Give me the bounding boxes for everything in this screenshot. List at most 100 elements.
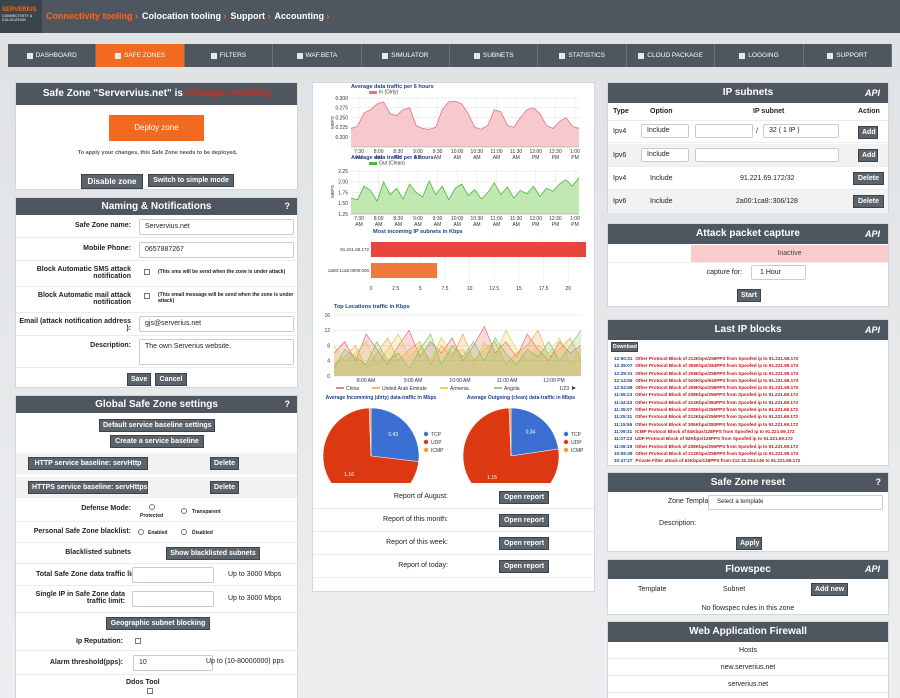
- baseline-button[interactable]: HTTPS service baseline: servHttps: [28, 481, 148, 494]
- add-button[interactable]: Add: [858, 149, 878, 162]
- panel-header: IP subnets API: [608, 83, 888, 103]
- checkbox[interactable]: [144, 269, 150, 275]
- panel-header: Safe Zone reset?: [608, 473, 888, 492]
- radio[interactable]: [181, 508, 187, 514]
- deploy-button[interactable]: Deploy zone: [109, 115, 204, 141]
- open-report-button[interactable]: Open report: [499, 537, 549, 550]
- text-input[interactable]: [132, 591, 214, 607]
- nav-link[interactable]: Support: [231, 11, 271, 21]
- apply-button[interactable]: Apply: [736, 537, 762, 550]
- open-report-button[interactable]: Open report: [499, 560, 549, 573]
- add-button[interactable]: Add new: [811, 583, 848, 596]
- legend-label: Armenia: [450, 386, 469, 392]
- help-icon[interactable]: ?: [284, 399, 291, 409]
- x-tick-time: 11:30: [510, 149, 522, 155]
- x-tick-time: 12:30: [549, 149, 562, 155]
- tab[interactable]: LOGGING: [715, 44, 804, 67]
- help-icon[interactable]: ?: [284, 201, 291, 211]
- log-text: Other Protocol Block of 306Kbps/384PPS f…: [635, 421, 799, 427]
- radio[interactable]: [181, 529, 187, 535]
- download-button[interactable]: Download: [611, 342, 638, 352]
- radio[interactable]: [149, 504, 155, 510]
- select[interactable]: Select a template: [708, 495, 883, 510]
- tab[interactable]: CLOUD PACKAGE: [627, 44, 716, 67]
- row: Email (attack notification address ): gjs…: [16, 314, 297, 336]
- log-line: 11:44:43 Other Protocol Block of 314Kbps/…: [614, 399, 886, 406]
- delete-button[interactable]: Delete: [853, 172, 884, 185]
- cell: 91.221.69.172/32: [740, 175, 795, 182]
- open-report-button[interactable]: Open report: [499, 491, 549, 504]
- nav-link[interactable]: Colocation tooling: [142, 11, 227, 21]
- open-report-button[interactable]: Open report: [499, 514, 549, 527]
- tab[interactable]: WAF.BETA: [273, 44, 362, 67]
- checkbox[interactable]: [135, 638, 141, 644]
- select[interactable]: Include: [641, 148, 689, 162]
- text-input[interactable]: [132, 567, 214, 583]
- status-value: Inactive: [691, 245, 888, 262]
- nav-link[interactable]: Connectivity tooling: [46, 11, 138, 21]
- show-blacklist-button[interactable]: Show blacklisted subnets: [166, 547, 260, 560]
- table-row: Ipv4 Include 91.221.69.172/32 Delete: [608, 167, 888, 190]
- text-input[interactable]: gjs@serverius.net: [139, 316, 294, 332]
- tab[interactable]: SUBNETS: [450, 44, 539, 67]
- geo-block-button[interactable]: Geographic subnet blocking: [106, 617, 210, 630]
- column-header: Template: [638, 586, 667, 593]
- x-tick-time: 7:30: [354, 216, 364, 222]
- tab[interactable]: STATISTICS: [538, 44, 627, 67]
- baseline-button[interactable]: HTTP service baseline: servHttp: [28, 457, 148, 470]
- text-input[interactable]: 0657887267: [139, 242, 294, 258]
- delete-button[interactable]: Delete: [210, 481, 239, 494]
- start-button[interactable]: Start: [737, 289, 761, 302]
- text-input[interactable]: [695, 148, 839, 162]
- tab[interactable]: SUPPORT: [804, 44, 893, 67]
- tab[interactable]: DASHBOARD: [8, 44, 97, 67]
- tab[interactable]: SAFE ZONES: [96, 44, 185, 67]
- text-input[interactable]: Servervius.net: [139, 219, 294, 235]
- add-button[interactable]: Add: [858, 126, 878, 139]
- bar: [371, 242, 587, 257]
- select[interactable]: 1 Hour: [751, 265, 806, 280]
- api-icon[interactable]: API: [864, 325, 880, 335]
- tab[interactable]: SIMULATOR: [362, 44, 451, 67]
- help-icon[interactable]: ?: [875, 477, 882, 487]
- x-tick-time: 12:00: [529, 149, 542, 155]
- simple-mode-button[interactable]: Switch to simple mode: [148, 174, 234, 187]
- text-input[interactable]: [695, 124, 753, 138]
- logo[interactable]: SERVERIUS CONNECTIVITY & COLOCATION: [0, 0, 42, 33]
- panel-title: Last IP blocks: [714, 324, 782, 335]
- x-tick-ampm: AM: [355, 222, 363, 228]
- delete-button[interactable]: Delete: [210, 457, 239, 470]
- api-icon[interactable]: API: [864, 564, 880, 574]
- create-baseline-button[interactable]: Create a service baseline: [110, 435, 204, 448]
- select[interactable]: 32 ( 1 IP ): [763, 124, 839, 138]
- disable-button[interactable]: Disable zone: [81, 174, 143, 189]
- x-tick-ampm: AM: [512, 155, 520, 161]
- legend-label: Angola: [504, 386, 520, 392]
- text-input[interactable]: 10: [133, 655, 213, 671]
- cancel-button[interactable]: Cancel: [155, 373, 187, 386]
- log-line: 11:15:55 Other Protocol Block of 306Kbps/…: [614, 421, 886, 428]
- select[interactable]: Include: [641, 124, 689, 138]
- delete-button[interactable]: Delete: [853, 195, 884, 208]
- save-button[interactable]: Save: [127, 373, 151, 386]
- x-tick-ampm: AM: [512, 222, 520, 228]
- textarea[interactable]: The own Serverius website.: [139, 339, 294, 365]
- radio[interactable]: [138, 529, 144, 535]
- table-row: Ipv6 Include 2a00:1ca8::306/128 Delete: [608, 190, 888, 213]
- deploy-note: To apply your changes, this Safe Zone ne…: [77, 150, 238, 156]
- log-time: 11:09:31: [614, 428, 633, 434]
- field-label: Defense Mode:: [81, 505, 131, 512]
- x-tick-label: 8:00 AM: [357, 378, 375, 384]
- api-icon[interactable]: API: [864, 229, 880, 239]
- tab[interactable]: FILTERS: [185, 44, 274, 67]
- x-tick-time: 8:00: [374, 149, 384, 155]
- api-icon[interactable]: API: [864, 88, 880, 98]
- reset-panel: Safe Zone reset? Zone Template: Select a…: [607, 472, 889, 552]
- default-baseline-button[interactable]: Default service baseline settings: [99, 419, 215, 432]
- checkbox[interactable]: [147, 688, 153, 694]
- nav-link[interactable]: Accounting: [275, 11, 330, 21]
- hosts: new.serverius.netserverius.netredirect.s…: [608, 659, 888, 698]
- area-fill: [351, 101, 579, 147]
- checkbox[interactable]: [144, 293, 150, 299]
- x-tick-ampm: AM: [375, 222, 383, 228]
